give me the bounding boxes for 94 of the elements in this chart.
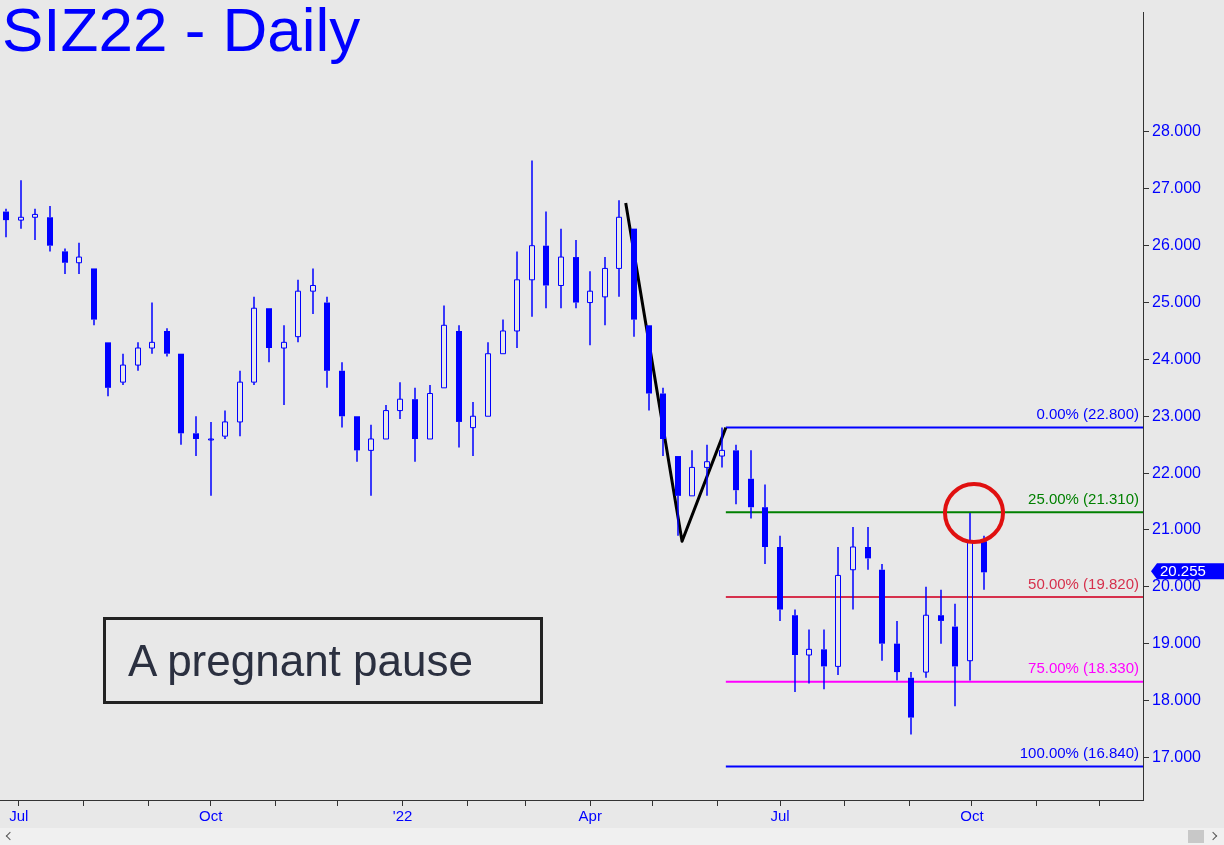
series-label: 75.00% (18.330): [1028, 659, 1139, 677]
candlestick: [281, 324, 287, 406]
candlestick: [76, 242, 82, 275]
candlestick: [18, 179, 24, 230]
x-tick-label: Jul: [770, 807, 790, 825]
x-tick-label: Oct: [960, 807, 985, 825]
candlestick: [981, 534, 987, 591]
candlestick: [237, 370, 243, 437]
x-tick-label: Apr: [578, 807, 602, 825]
series-label: 25.00% (21.310): [1028, 489, 1139, 507]
candlestick: [660, 387, 666, 457]
candlestick: [865, 526, 871, 571]
candlestick: [777, 534, 783, 622]
y-tick-label: 18.000: [1152, 690, 1202, 708]
candlestick: [806, 628, 812, 685]
x-tick-label: Jul: [9, 807, 29, 825]
candlestick: [324, 296, 330, 389]
annotation: A pregnant pause: [103, 617, 543, 704]
candlestick: [251, 296, 257, 386]
candlestick: [719, 426, 725, 469]
candlestick: [587, 270, 593, 346]
candlestick: [675, 456, 681, 537]
candlestick: [135, 341, 141, 372]
candlestick: [616, 199, 622, 298]
candlestick: [208, 421, 214, 497]
candlestick: [120, 352, 126, 386]
candlestick: [952, 603, 958, 707]
candlestick: [339, 361, 345, 429]
candlestick: [733, 443, 739, 506]
candlestick: [514, 250, 520, 349]
series-label: 50.00% (19.820): [1028, 574, 1139, 592]
candlestick: [879, 563, 885, 662]
candlestick: [792, 608, 798, 693]
candlestick: [164, 327, 170, 358]
candlestick: [894, 620, 900, 682]
y-tick-label: 19.000: [1152, 634, 1202, 652]
candlestick: [821, 628, 827, 690]
candlestick: [383, 404, 389, 440]
x-tick-label: Oct: [198, 807, 224, 825]
candlestick: [762, 483, 768, 565]
candlestick: [908, 671, 914, 736]
candlestick: [631, 228, 637, 338]
candlestick: [470, 401, 476, 457]
y-tick-label: 17.000: [1152, 747, 1202, 765]
y-tick-label: 21.000: [1152, 520, 1202, 538]
y-tick-label: 28.000: [1152, 122, 1202, 140]
candlestick: [543, 210, 549, 309]
candlestick: [923, 586, 929, 679]
candlestick: [368, 424, 374, 497]
y-tick-label: 20.000: [1152, 577, 1202, 595]
y-tick-label: 24.000: [1152, 349, 1202, 367]
candlestick: [573, 239, 579, 309]
candlestick: [850, 526, 856, 611]
candlestick: [295, 279, 301, 344]
y-tick-label: 22.000: [1152, 463, 1202, 481]
candlestick: [310, 267, 316, 315]
series-label: 0.00% (22.800): [1036, 405, 1139, 423]
candlestick: [485, 341, 491, 417]
candlestick: [193, 415, 199, 457]
candlestick: [646, 325, 652, 412]
candlestick: [149, 301, 155, 355]
candlestick: [967, 512, 973, 682]
candlestick: [500, 318, 506, 355]
candlestick: [222, 409, 228, 440]
text: 20.255: [1160, 562, 1206, 580]
candlestick: [529, 159, 535, 318]
candlestick: [32, 207, 38, 241]
series-label: 100.00% (16.840): [1019, 744, 1139, 762]
y-tick-label: 26.000: [1152, 236, 1202, 254]
candlestick: [835, 546, 841, 676]
candlestick: [558, 227, 564, 309]
candlestick: [602, 256, 608, 327]
candlestick: [689, 449, 695, 497]
candlestick: [456, 324, 462, 449]
candlestick: [178, 353, 184, 446]
candlestick: [441, 304, 447, 389]
y-tick-label: 25.000: [1152, 292, 1202, 310]
chart-title: SIZ22 - Daily: [2, 0, 361, 65]
x-tick-label: '22: [392, 807, 413, 825]
candlestick: [397, 381, 403, 420]
candlestick: [354, 416, 360, 463]
candlestick: [91, 268, 97, 327]
y-tick-label: 27.000: [1152, 179, 1202, 197]
y-tick-label: 23.000: [1152, 406, 1202, 424]
candlestick: [3, 207, 9, 238]
candlestick: [266, 308, 272, 363]
candlestick: [105, 342, 111, 398]
candlestick: [748, 449, 754, 520]
candlestick: [412, 387, 418, 463]
candlestick: [47, 205, 53, 253]
candlestick: [427, 384, 433, 440]
candlestick: [62, 247, 68, 275]
candlestick: [938, 588, 944, 645]
candlestick: [704, 443, 710, 497]
